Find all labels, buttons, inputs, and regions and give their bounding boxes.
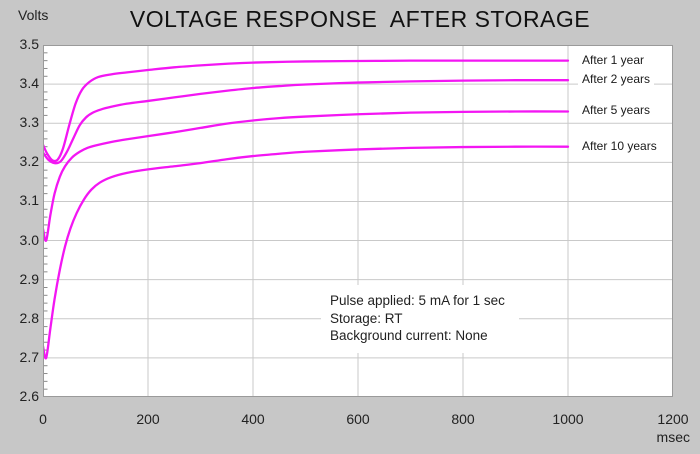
y-tick-label: 2.7	[19, 348, 39, 365]
x-axis-unit-label: msec	[656, 429, 690, 445]
x-tick-label: 400	[241, 411, 265, 427]
series-curve	[43, 145, 570, 360]
series-curve	[43, 110, 570, 242]
annotation-line: Storage: RT	[330, 310, 403, 326]
series-label: After 10 years	[578, 137, 661, 155]
series-label: After 1 year	[578, 51, 649, 69]
chart-title: VOLTAGE RESPONSE AFTER STORAGE	[129, 6, 591, 32]
y-tick-label: 3.1	[19, 192, 39, 209]
x-tick-label: 200	[136, 411, 160, 427]
x-tick-label: 1200	[657, 411, 689, 427]
plot-border	[43, 45, 673, 397]
y-tick-label: 3.5	[19, 36, 39, 52]
y-tick-label: 3.4	[19, 75, 39, 92]
x-tick-label: 1000	[552, 411, 584, 427]
x-tick-label: 800	[451, 411, 475, 427]
y-axis-unit-label: Volts	[18, 7, 49, 23]
series-curve	[43, 59, 570, 163]
annotation-line: Pulse applied: 5 mA for 1 sec	[330, 293, 505, 308]
y-tick-label: 2.9	[19, 270, 39, 287]
y-tick-label: 3.0	[19, 231, 39, 248]
y-tick-label: 2.8	[19, 309, 39, 326]
y-tick-label: 2.6	[19, 388, 39, 404]
series-label: After 2 years	[578, 71, 655, 89]
series-curve	[43, 79, 570, 165]
y-tick-label: 3.3	[19, 114, 39, 131]
series-label: After 5 years	[578, 102, 655, 120]
y-tick-label: 3.2	[19, 153, 39, 170]
x-tick-label: 0	[39, 411, 47, 427]
x-tick-label: 600	[346, 411, 370, 427]
annotation: Pulse applied: 5 mA for 1 sec Storage: RT…	[321, 285, 519, 353]
annotation-line: Background current: None	[330, 328, 488, 343]
